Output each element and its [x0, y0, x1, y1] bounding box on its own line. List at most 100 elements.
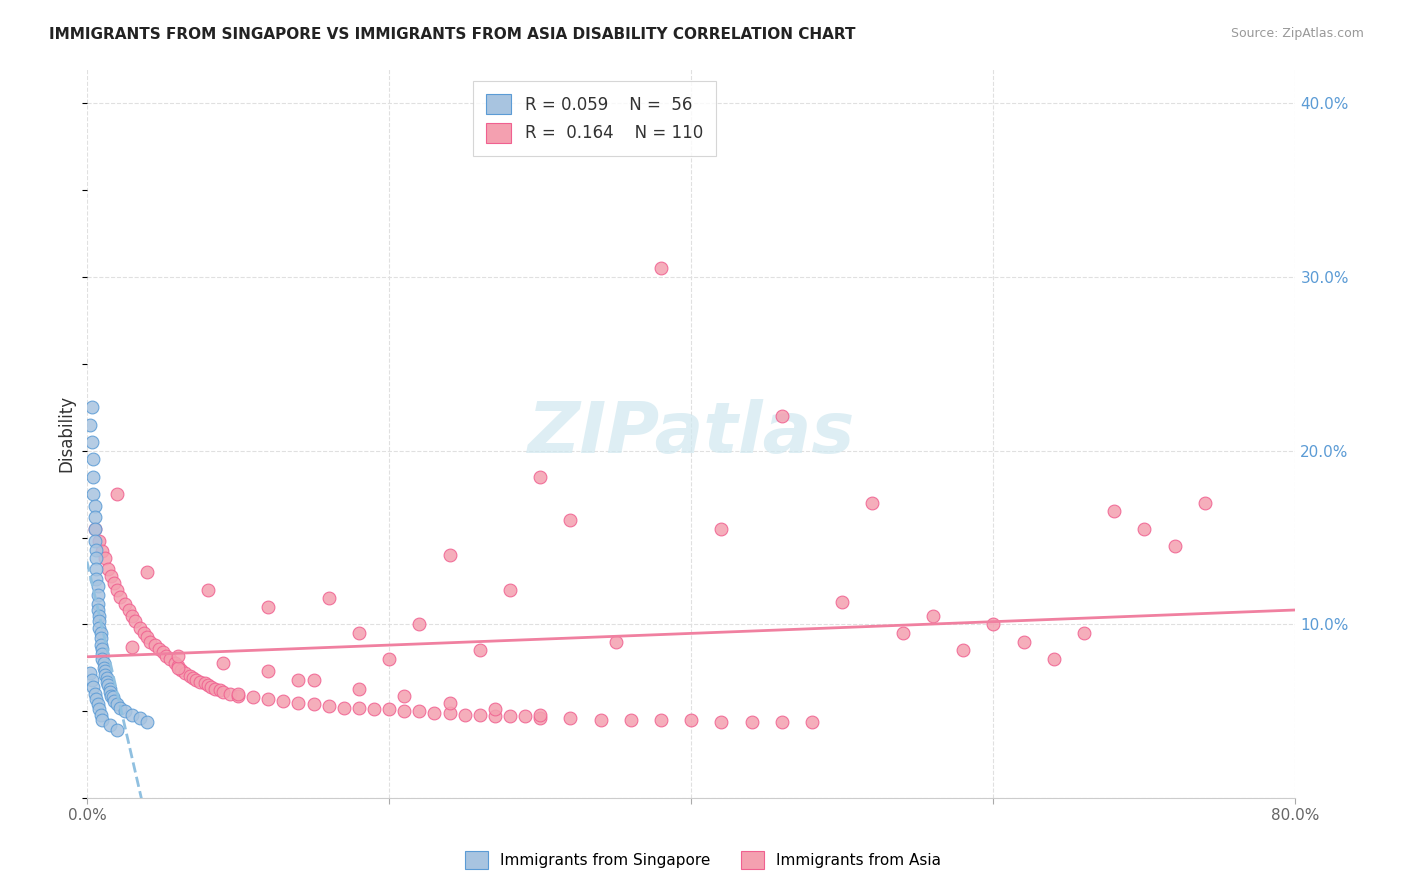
Point: [1102, 504, 1125, 518]
Point: [114, 704, 136, 718]
Point: [770, 409, 793, 423]
Point: [101, 690, 124, 705]
Point: [347, 626, 370, 640]
Point: [423, 706, 446, 720]
Point: [83, 500, 105, 514]
Point: [128, 711, 150, 725]
Point: [468, 707, 491, 722]
Point: [439, 548, 461, 562]
Point: [105, 698, 128, 712]
Point: [605, 634, 627, 648]
Point: [163, 656, 186, 670]
Point: [103, 575, 125, 590]
Point: [1042, 652, 1064, 666]
Point: [110, 700, 132, 714]
Point: [952, 643, 974, 657]
Point: [148, 641, 170, 656]
Point: [82, 452, 104, 467]
Point: [91, 647, 114, 661]
Text: ZIPatlas: ZIPatlas: [527, 399, 855, 467]
Point: [96, 674, 118, 689]
Point: [134, 626, 156, 640]
Point: [79, 417, 101, 432]
Point: [197, 582, 219, 597]
Point: [86, 579, 108, 593]
Point: [589, 713, 612, 727]
Point: [392, 689, 415, 703]
Point: [80, 673, 103, 687]
Legend: R = 0.059    N =  56, R =  0.164    N = 110: R = 0.059 N = 56, R = 0.164 N = 110: [472, 80, 716, 156]
Y-axis label: Disability: Disability: [58, 395, 75, 472]
Point: [83, 509, 105, 524]
Legend: Immigrants from Singapore, Immigrants from Asia: Immigrants from Singapore, Immigrants fr…: [458, 845, 948, 875]
Point: [136, 630, 159, 644]
Point: [226, 689, 249, 703]
Point: [136, 714, 159, 729]
Point: [484, 709, 506, 723]
Point: [347, 681, 370, 696]
Point: [184, 673, 207, 687]
Point: [155, 648, 177, 663]
Point: [378, 702, 401, 716]
Point: [347, 700, 370, 714]
Point: [392, 704, 415, 718]
Point: [97, 562, 120, 576]
Point: [208, 683, 231, 698]
Point: [100, 568, 122, 582]
Text: IMMIGRANTS FROM SINGAPORE VS IMMIGRANTS FROM ASIA DISABILITY CORRELATION CHART: IMMIGRANTS FROM SINGAPORE VS IMMIGRANTS …: [49, 27, 856, 42]
Point: [212, 685, 235, 699]
Point: [219, 687, 242, 701]
Point: [87, 621, 110, 635]
Point: [983, 617, 1005, 632]
Point: [650, 713, 672, 727]
Point: [143, 638, 166, 652]
Point: [439, 706, 461, 720]
Point: [80, 434, 103, 449]
Point: [468, 643, 491, 657]
Point: [90, 638, 112, 652]
Point: [83, 533, 105, 548]
Point: [136, 566, 159, 580]
Point: [86, 588, 108, 602]
Point: [408, 617, 430, 632]
Point: [105, 723, 128, 738]
Point: [159, 652, 181, 666]
Point: [1194, 496, 1216, 510]
Point: [84, 542, 107, 557]
Point: [1012, 634, 1035, 648]
Point: [174, 665, 197, 680]
Point: [90, 626, 112, 640]
Point: [82, 487, 104, 501]
Point: [1073, 626, 1095, 640]
Point: [560, 711, 582, 725]
Point: [128, 621, 150, 635]
Point: [287, 673, 309, 687]
Point: [529, 711, 551, 725]
Point: [439, 696, 461, 710]
Point: [408, 704, 430, 718]
Point: [83, 522, 105, 536]
Point: [1163, 539, 1185, 553]
Point: [862, 496, 884, 510]
Point: [98, 685, 121, 699]
Point: [80, 401, 103, 415]
Point: [257, 692, 280, 706]
Point: [82, 469, 104, 483]
Point: [84, 572, 107, 586]
Point: [86, 698, 108, 712]
Point: [94, 551, 117, 566]
Point: [91, 544, 114, 558]
Point: [710, 522, 733, 536]
Point: [87, 614, 110, 628]
Point: [139, 634, 162, 648]
Point: [94, 667, 117, 681]
Point: [82, 680, 104, 694]
Point: [96, 671, 118, 685]
Point: [98, 718, 121, 732]
Point: [93, 661, 115, 675]
Point: [770, 714, 793, 729]
Point: [620, 713, 643, 727]
Point: [100, 689, 122, 703]
Point: [650, 261, 672, 276]
Point: [121, 707, 143, 722]
